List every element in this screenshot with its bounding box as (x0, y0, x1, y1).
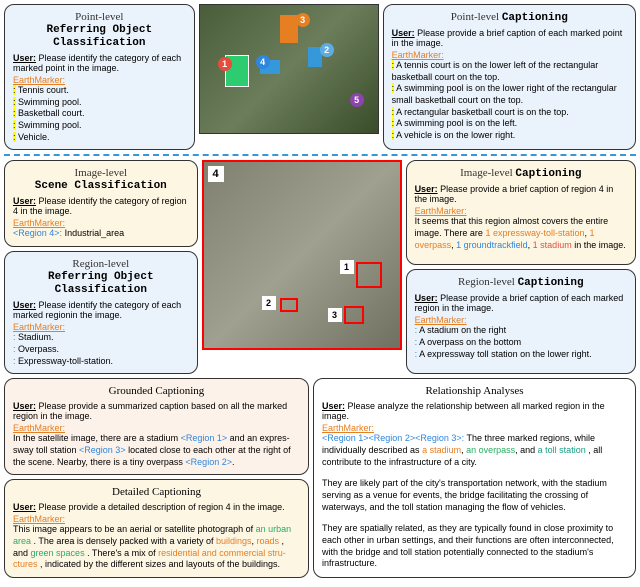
tag-4: 4 (256, 55, 270, 69)
earthmarker-label: EarthMarker: (322, 423, 627, 433)
user-prompt: User: Please analyze the relationship be… (322, 401, 627, 421)
satellite-image-1: 1 2 3 4 5 (199, 4, 379, 150)
regions-list: : Stadium.: Overpass.: Expressway-toll-s… (13, 332, 189, 367)
image-captioning-panel: Image-level Captioning User: Please prov… (406, 160, 636, 265)
panel-title: Relationship Analyses (322, 385, 627, 397)
relationship-panel: Relationship Analyses User: Please analy… (313, 378, 636, 578)
satellite-image-2: 4 1 2 3 (202, 160, 402, 374)
caption-body: It seems that this region almost covers … (415, 216, 627, 251)
user-label: User: (392, 28, 415, 38)
tag-2: 2 (320, 43, 334, 57)
point-classification-panel: Point-level Referring Object Classificat… (4, 4, 195, 150)
detailed-captioning-panel: Detailed Captioning User: Please provide… (4, 479, 309, 578)
tag-5: 5 (350, 93, 364, 107)
user-prompt: User: Please provide a brief caption of … (415, 293, 627, 313)
bottom-row: Grounded Captioning User: Please provide… (4, 378, 636, 578)
user-prompt: User: Please provide a brief caption of … (392, 28, 627, 48)
figure-container: Point-level Referring Object Classificat… (0, 0, 640, 586)
earthmarker-label: EarthMarker: (13, 218, 189, 228)
grounded-captioning-panel: Grounded Captioning User: Please provide… (4, 378, 309, 475)
user-label: User: (13, 53, 36, 63)
bottom-left-stack: Grounded Captioning User: Please provide… (4, 378, 309, 578)
title-prefix: Point-level (451, 11, 499, 23)
top-row: Point-level Referring Object Classificat… (4, 4, 636, 150)
relationship-p1: <Region 1><Region 2><Region 3>: The thre… (322, 433, 627, 468)
tag-1: 1 (218, 57, 232, 71)
title-prefix: Image-level (75, 167, 128, 179)
region-captioning-panel: Region-level Captioning User: Please pro… (406, 269, 636, 374)
user-text: Please identify the category of each mar… (13, 53, 181, 73)
marks-list: : Tennis court.: Swimming pool.: Basketb… (13, 85, 186, 143)
detailed-body: This image appears to be an aerial or sa… (13, 524, 300, 571)
user-prompt: User: Please identify the category of ea… (13, 300, 189, 320)
panel-title: Image-level Captioning (415, 167, 627, 180)
title-suffix: Scene Classification (35, 180, 167, 192)
divider (4, 154, 636, 156)
earthmarker-label: EarthMarker: (13, 322, 189, 332)
relationship-p2: They are likely part of the city's trans… (322, 478, 627, 513)
earthmarker-label: EarthMarker: (415, 315, 627, 325)
earthmarker-label: EarthMarker: (415, 206, 627, 216)
panel-title: Region-level Captioning (415, 276, 627, 289)
region-1-tag: 1 (340, 260, 354, 274)
panel-title: Detailed Captioning (13, 486, 300, 498)
earthmarker-label: EarthMarker: (13, 75, 186, 85)
panel-title: Region-level Referring Object Classifica… (13, 258, 189, 296)
user-prompt: User: Please identify the category of re… (13, 196, 189, 216)
left-stack: Image-level Scene Classification User: P… (4, 160, 198, 374)
panel-title: Grounded Captioning (13, 385, 300, 397)
title-suffix: Referring Object Classification (46, 24, 152, 49)
user-prompt: User: Please provide a summarized captio… (13, 401, 300, 421)
region-3-tag: 3 (328, 308, 342, 322)
tag-3: 3 (296, 13, 310, 27)
region-classification-panel: Region-level Referring Object Classifica… (4, 251, 198, 374)
relationship-p3: They are spatially related, as they are … (322, 523, 627, 570)
middle-row: Image-level Scene Classification User: P… (4, 160, 636, 374)
scene-classification-panel: Image-level Scene Classification User: P… (4, 160, 198, 247)
right-stack: Image-level Captioning User: Please prov… (406, 160, 636, 374)
panel-title: Point-level Captioning (392, 11, 627, 24)
earthmarker-label: EarthMarker: (13, 514, 300, 524)
user-prompt: User: Please provide a detailed descript… (13, 502, 300, 512)
grounded-body: In the satellite image, there are a stad… (13, 433, 300, 468)
marks-list: : A tennis court is on the lower left of… (392, 60, 627, 142)
title-suffix: Captioning (502, 12, 568, 24)
user-text: Please provide a brief caption of each m… (392, 28, 623, 48)
earthmarker-label: EarthMarker: (13, 423, 300, 433)
panel-title: Image-level Scene Classification (13, 167, 189, 192)
region-result: <Region 4>: Industrial_area (13, 228, 189, 240)
point-captioning-panel: Point-level Captioning User: Please prov… (383, 4, 636, 150)
title-prefix: Point-level (75, 11, 123, 23)
region-4-tag: 4 (208, 166, 224, 182)
user-prompt: User: Please identify the category of ea… (13, 53, 186, 73)
regions-list: : A stadium on the right: A overpass on … (415, 325, 627, 360)
region-2-tag: 2 (262, 296, 276, 310)
earthmarker-label: EarthMarker: (392, 50, 627, 60)
panel-title: Point-level Referring Object Classificat… (13, 11, 186, 49)
user-prompt: User: Please provide a brief caption of … (415, 184, 627, 204)
